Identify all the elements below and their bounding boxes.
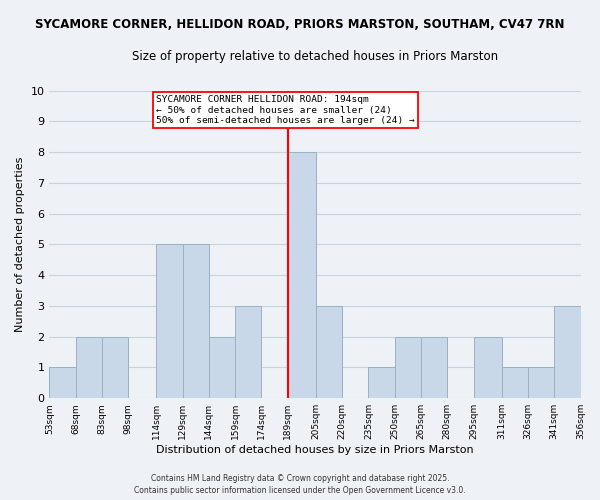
Bar: [554, 306, 581, 398]
Bar: [288, 152, 316, 398]
Bar: [76, 336, 102, 398]
Y-axis label: Number of detached properties: Number of detached properties: [15, 156, 25, 332]
Bar: [528, 368, 554, 398]
Bar: [316, 306, 342, 398]
Bar: [421, 336, 447, 398]
Bar: [235, 306, 262, 398]
Text: SYCAMORE CORNER HELLIDON ROAD: 194sqm
← 50% of detached houses are smaller (24)
: SYCAMORE CORNER HELLIDON ROAD: 194sqm ← …: [157, 95, 415, 125]
Bar: [49, 368, 76, 398]
Bar: [395, 336, 421, 398]
Title: Size of property relative to detached houses in Priors Marston: Size of property relative to detached ho…: [132, 50, 498, 63]
Bar: [102, 336, 128, 398]
Text: SYCAMORE CORNER, HELLIDON ROAD, PRIORS MARSTON, SOUTHAM, CV47 7RN: SYCAMORE CORNER, HELLIDON ROAD, PRIORS M…: [35, 18, 565, 30]
Bar: [182, 244, 209, 398]
Text: Contains HM Land Registry data © Crown copyright and database right 2025.
Contai: Contains HM Land Registry data © Crown c…: [134, 474, 466, 495]
Bar: [473, 336, 502, 398]
Bar: [209, 336, 235, 398]
Bar: [368, 368, 395, 398]
Bar: [502, 368, 528, 398]
X-axis label: Distribution of detached houses by size in Priors Marston: Distribution of detached houses by size …: [156, 445, 474, 455]
Bar: [157, 244, 182, 398]
